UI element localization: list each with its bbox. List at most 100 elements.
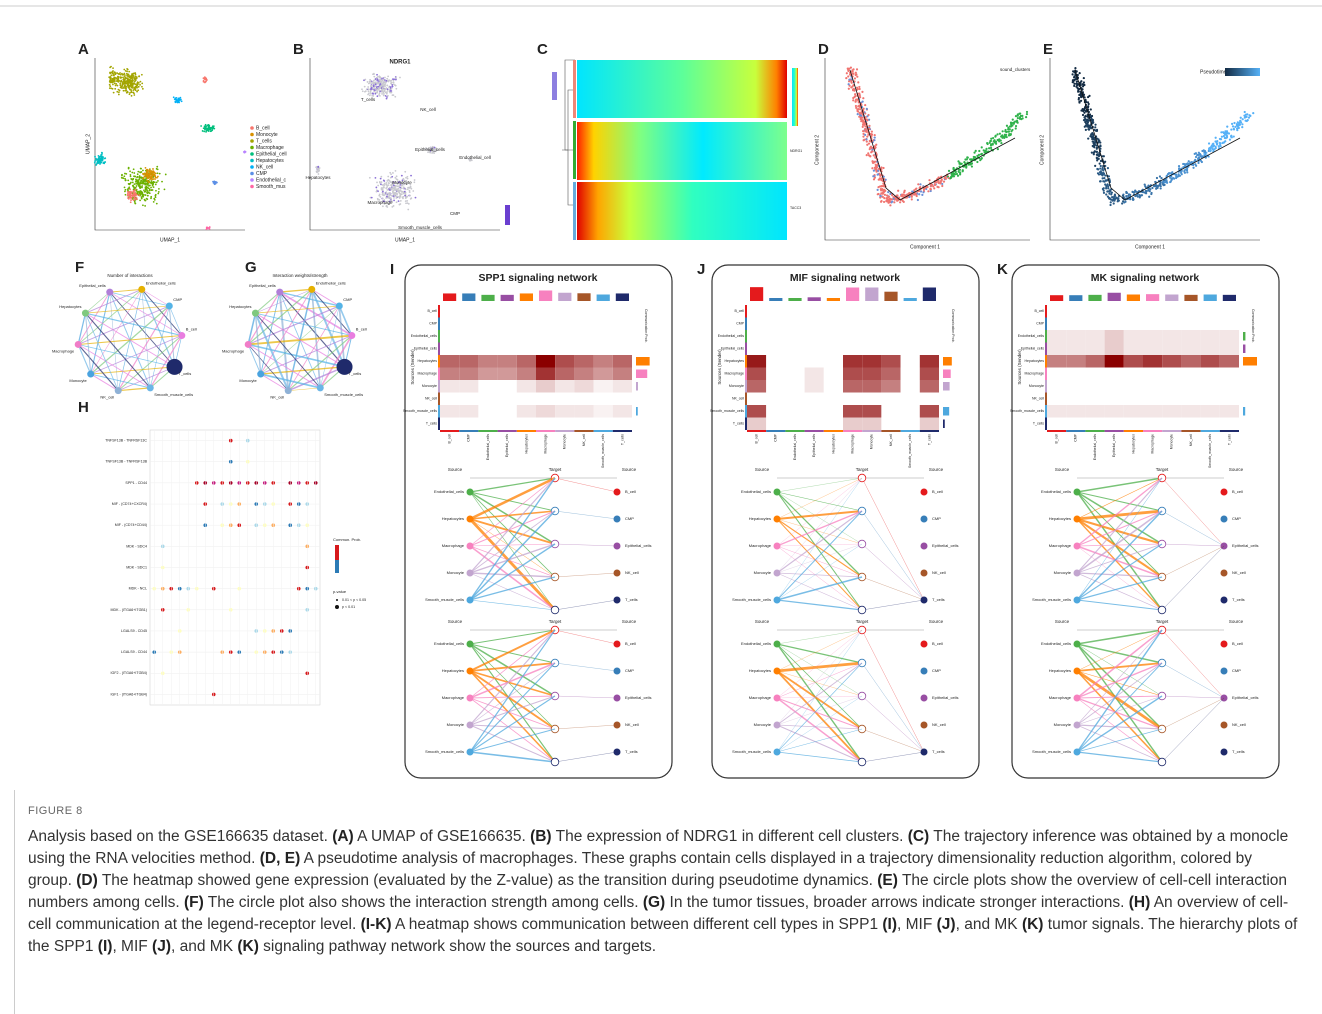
color-bar [335,560,339,573]
heat-cell [1201,405,1220,418]
node-label: CMP [932,668,941,673]
col-annot [555,430,574,432]
cell-point [382,85,384,87]
cluster-label: Hepatocytes [305,175,331,180]
row-annot [438,355,440,368]
cell-point [1138,194,1140,196]
row-label: Macrophage [418,372,438,376]
row-annot [745,393,747,406]
row-annot [438,330,440,343]
cell-point [373,85,375,87]
row-label: CMP [736,322,744,326]
cell-point [118,76,120,78]
cell-point [1241,126,1243,128]
col-annot [1162,430,1181,432]
heat-cell [536,330,555,343]
row-annot [745,405,747,418]
cell-point [1110,193,1112,195]
heat-cell [785,418,804,431]
row-label: Hepatocytes [418,359,438,363]
color-bar [552,72,557,100]
cell-point [139,192,141,194]
cell-point [121,174,123,176]
cell-point [378,94,380,96]
gene-label: NDRG1 [790,149,802,153]
node-label: NK_cell [625,722,639,727]
cell-point [381,93,383,95]
heat-cell [805,418,824,431]
cell-point [140,168,142,170]
cell-point [129,76,131,78]
cell-point [390,195,392,197]
heat-cell [613,355,632,368]
hier-edge [1077,478,1162,600]
cell-point [144,205,146,207]
cell-point [125,189,127,191]
cell-point [373,89,375,91]
heat-cell [594,405,613,418]
node-label: CMP [625,668,634,673]
cell-point [379,76,381,78]
node-label: NK_cell [100,395,114,400]
cell-point [1005,131,1007,133]
node-label: Hepatocytes [442,668,464,673]
cell-point [158,188,160,190]
cell-point [395,79,397,81]
heat-cell [536,405,555,418]
cell-point [1185,163,1187,165]
receiver-node [1221,597,1228,604]
heat-cell [901,330,920,343]
heat-cell [594,393,613,406]
cell-point [1245,113,1247,115]
heat-cell [574,380,593,393]
hier-edge [862,478,924,600]
hier-edge [777,478,862,492]
cell-point [1246,120,1248,122]
cell-point [887,196,889,198]
row-annot [745,318,747,331]
cell-point [134,196,136,198]
cell-point [970,163,972,165]
col-total [865,288,878,302]
heat-cell [843,380,862,393]
node-label: B_cell [625,489,636,494]
cell-point [1140,194,1142,196]
cell-point [126,91,128,93]
heat-cell [1162,405,1181,418]
cell-point [385,95,387,97]
heat-cell [824,305,843,318]
cell-point [1071,73,1073,75]
cell-point [147,177,149,179]
cell-point [1018,113,1020,115]
cell-point [872,150,874,152]
cell-point [110,76,112,78]
cell-point [133,75,135,77]
row-annot [745,330,747,343]
col-label: Monocyte [1170,434,1174,449]
cell-point [1078,101,1080,103]
cell-point [1087,137,1089,139]
gene-label: TACC3 [790,206,801,210]
heat-cell [1220,418,1239,431]
col-annot [843,430,862,432]
heat-cell [1047,330,1066,343]
cell-point [382,192,384,194]
cell-point [880,166,882,168]
node-label: B_cell [1232,489,1243,494]
cell-point [988,147,990,149]
source-node [774,489,781,496]
cell-point [109,81,111,83]
cell-point [1159,183,1161,185]
cell-point [1094,144,1096,146]
heat-cell [843,305,862,318]
cell-point [863,121,865,123]
cell-point [957,160,959,162]
row-annot [438,343,440,356]
cell-point [857,81,859,83]
cell-point [1079,72,1081,74]
hier-header: Target [549,619,562,624]
heat-cell [1085,393,1104,406]
cell-point [137,171,139,173]
cell-point [388,86,390,88]
node-label: CMP [173,297,182,302]
